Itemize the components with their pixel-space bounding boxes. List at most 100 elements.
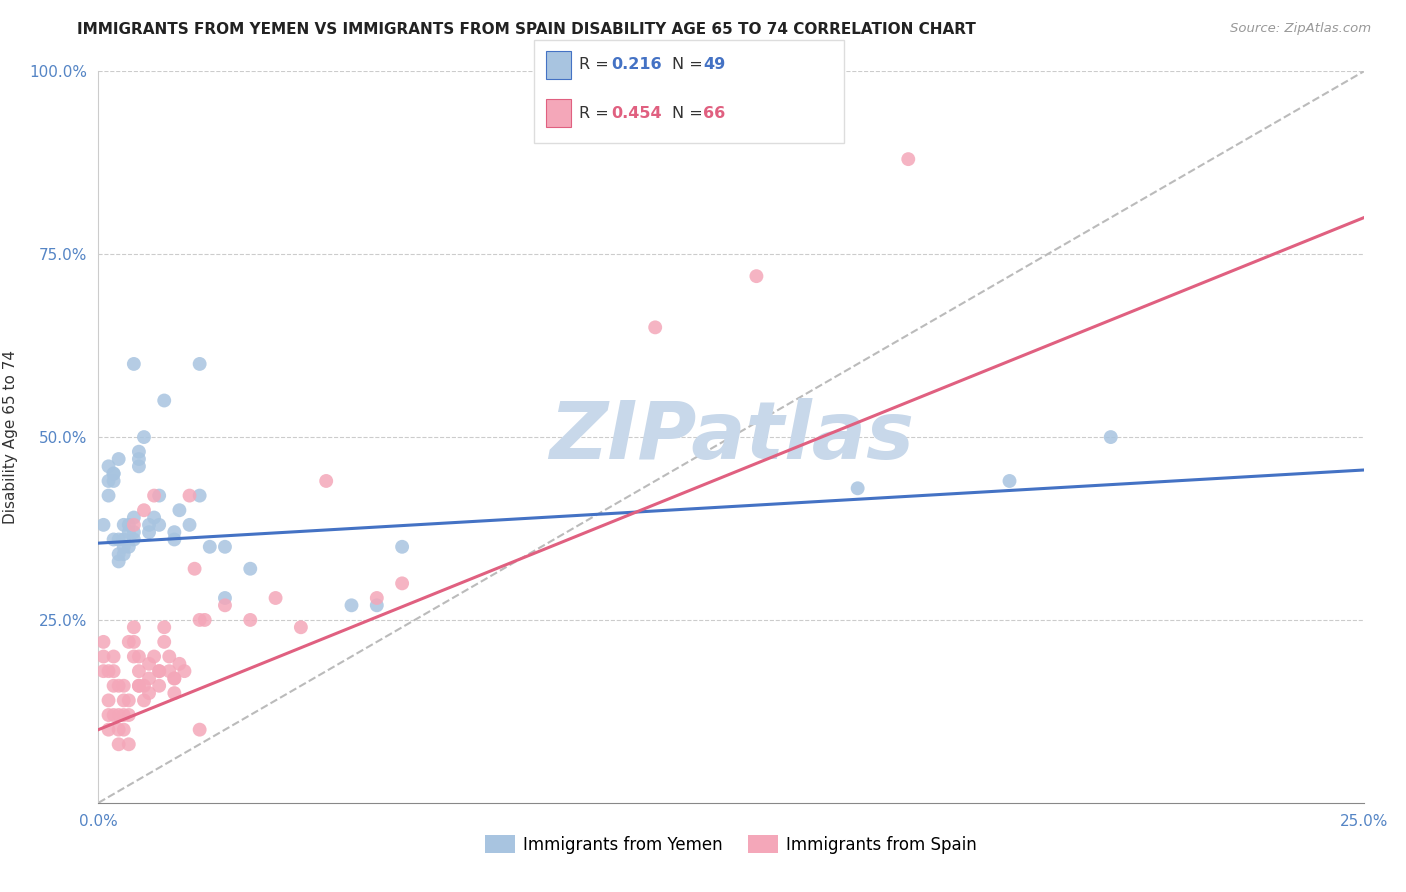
Point [107, 452, 129, 467]
Point [103, 679, 125, 693]
Point [173, 664, 195, 678]
Point [188, 723, 211, 737]
Text: R =: R = [579, 57, 614, 72]
Point [143, 649, 166, 664]
Point [153, 635, 176, 649]
Point [391, 540, 413, 554]
Point [97, 723, 120, 737]
Point [107, 679, 129, 693]
Point [107, 737, 129, 751]
Point [122, 357, 145, 371]
Point [153, 393, 176, 408]
Point [128, 459, 150, 474]
Point [143, 489, 166, 503]
Point [366, 599, 388, 613]
Point [148, 679, 170, 693]
Point [1099, 430, 1122, 444]
Point [107, 723, 129, 737]
Point [148, 664, 170, 678]
Point [112, 547, 135, 561]
Point [97, 664, 120, 678]
Point [143, 510, 166, 524]
Point [214, 591, 236, 605]
Point [188, 489, 211, 503]
Point [132, 430, 155, 444]
Point [128, 664, 150, 678]
Point [163, 672, 186, 686]
Point [138, 672, 160, 686]
Text: 0.216: 0.216 [612, 57, 662, 72]
Point [103, 533, 125, 547]
Point [93, 517, 115, 532]
Point [103, 467, 125, 481]
Point [122, 620, 145, 634]
Point [103, 708, 125, 723]
Point [112, 679, 135, 693]
Point [112, 540, 135, 554]
Point [93, 635, 115, 649]
Point [169, 657, 191, 671]
Point [112, 517, 135, 532]
Point [112, 708, 135, 723]
Point [118, 525, 141, 540]
Text: 0.454: 0.454 [612, 105, 662, 120]
Point [194, 613, 217, 627]
Point [118, 517, 141, 532]
Point [93, 649, 115, 664]
Text: R =: R = [579, 105, 614, 120]
Point [214, 540, 236, 554]
Point [93, 664, 115, 678]
Point [148, 489, 170, 503]
Point [846, 481, 869, 495]
Point [128, 444, 150, 458]
Point [132, 679, 155, 693]
Point [163, 672, 186, 686]
Point [745, 269, 768, 284]
Point [122, 649, 145, 664]
Point [163, 686, 186, 700]
Point [112, 723, 135, 737]
Point [122, 533, 145, 547]
Point [897, 152, 920, 166]
Point [366, 591, 388, 605]
Y-axis label: Disability Age 65 to 74: Disability Age 65 to 74 [3, 350, 18, 524]
Point [107, 554, 129, 568]
Text: 66: 66 [703, 105, 725, 120]
Point [239, 613, 262, 627]
Point [103, 474, 125, 488]
Point [122, 525, 145, 540]
Point [148, 517, 170, 532]
Point [103, 664, 125, 678]
Legend: Immigrants from Yemen, Immigrants from Spain: Immigrants from Yemen, Immigrants from S… [478, 829, 984, 860]
Point [112, 533, 135, 547]
Point [128, 679, 150, 693]
Text: N =: N = [672, 105, 709, 120]
Point [163, 533, 186, 547]
Point [97, 489, 120, 503]
Point [391, 576, 413, 591]
Point [148, 664, 170, 678]
Point [998, 474, 1021, 488]
Text: 49: 49 [703, 57, 725, 72]
Point [107, 708, 129, 723]
Point [157, 664, 180, 678]
Point [157, 649, 180, 664]
Text: IMMIGRANTS FROM YEMEN VS IMMIGRANTS FROM SPAIN DISABILITY AGE 65 TO 74 CORRELATI: IMMIGRANTS FROM YEMEN VS IMMIGRANTS FROM… [77, 22, 976, 37]
Point [118, 708, 141, 723]
Point [214, 599, 236, 613]
Point [132, 503, 155, 517]
Point [198, 540, 221, 554]
Point [239, 562, 262, 576]
Point [153, 620, 176, 634]
Point [179, 517, 201, 532]
Point [122, 510, 145, 524]
Point [107, 547, 129, 561]
Point [107, 533, 129, 547]
Point [97, 708, 120, 723]
Point [290, 620, 312, 634]
Point [138, 525, 160, 540]
Point [97, 474, 120, 488]
Point [179, 489, 201, 503]
Point [128, 679, 150, 693]
Point [138, 686, 160, 700]
